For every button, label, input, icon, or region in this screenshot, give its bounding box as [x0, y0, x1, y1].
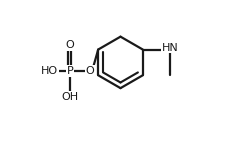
- Text: HN: HN: [161, 43, 178, 53]
- Text: OH: OH: [61, 92, 78, 102]
- Text: P: P: [67, 66, 73, 76]
- Text: HO: HO: [41, 66, 58, 76]
- Text: O: O: [86, 66, 94, 76]
- Text: O: O: [65, 40, 74, 50]
